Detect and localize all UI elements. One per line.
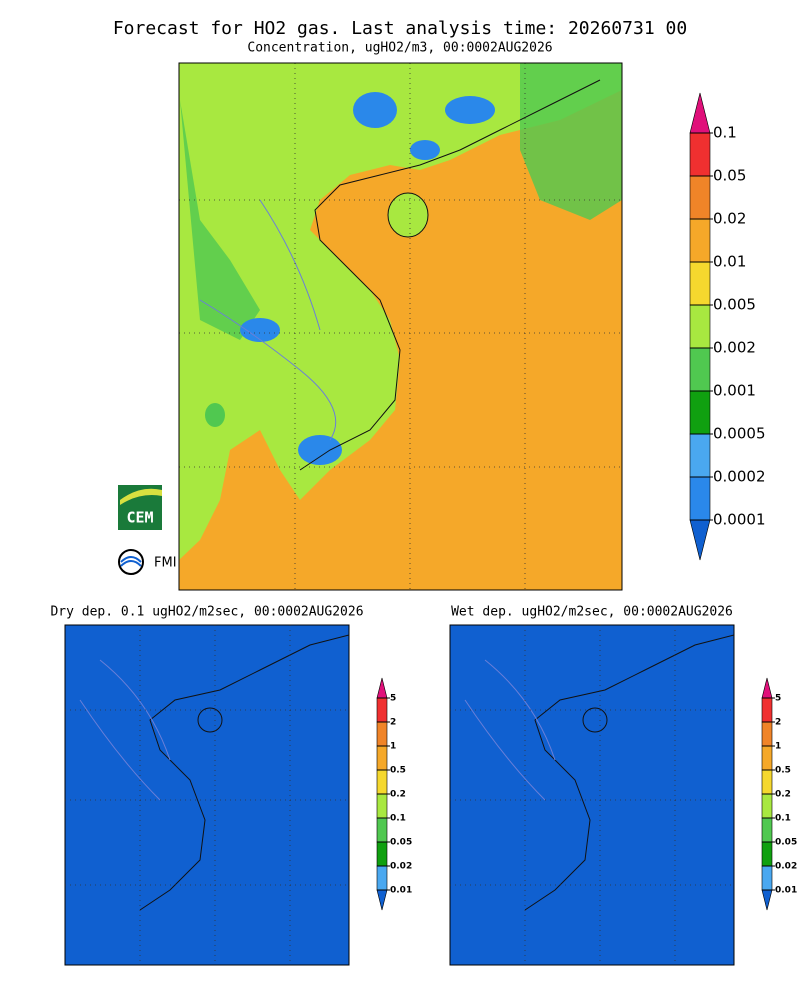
colorbar-label: 0.05 (713, 167, 746, 185)
colorbar-label: 0.002 (713, 339, 756, 357)
wet-map (449, 624, 735, 966)
colorbar-triangle (689, 92, 711, 134)
colorbar-segment (376, 817, 388, 843)
colorbar-triangle (761, 889, 773, 911)
logo-text: FMI (154, 556, 177, 571)
colorbar-segment (689, 261, 711, 306)
panel-title: Wet dep. ugHO2/m2sec, 00:0002AUG2026 (451, 605, 733, 620)
colorbar-segment (689, 390, 711, 435)
colorbar-triangle (376, 677, 388, 699)
colorbar-label: 0.05 (390, 838, 412, 848)
colorbar-label: 0.005 (713, 296, 756, 314)
colorbar-label: 0.1 (775, 814, 791, 824)
colorbar-label: 0.1 (390, 814, 406, 824)
colorbar-segment (761, 841, 773, 867)
colorbar-label: 0.5 (775, 766, 791, 776)
colorbar-label: 0.001 (713, 382, 756, 400)
colorbar-segment (689, 132, 711, 177)
colorbar-segment (761, 865, 773, 891)
colorbar-label: 0.02 (390, 862, 412, 872)
colorbar-label: 0.0002 (713, 468, 766, 486)
title: Forecast for HO2 gas. Last analysis time… (113, 18, 687, 39)
colorbar-label: 0.01 (713, 253, 746, 271)
colorbar-label: 0.01 (775, 886, 797, 896)
colorbar-label: 1 (775, 742, 781, 752)
colorbar-label: 0.5 (390, 766, 406, 776)
colorbar-label: 2 (775, 718, 781, 728)
colorbar-triangle (761, 677, 773, 699)
colorbar-segment (689, 218, 711, 263)
colorbar-segment (689, 304, 711, 349)
subtitle: Concentration, ugHO2/m3, 00:0002AUG2026 (247, 41, 552, 56)
colorbar-label: 0.02 (713, 210, 746, 228)
colorbar-segment (376, 745, 388, 771)
colorbar-segment (376, 769, 388, 795)
colorbar-label: 0.2 (390, 790, 406, 800)
colorbar-segment (761, 817, 773, 843)
colorbar-segment (376, 721, 388, 747)
colorbar-triangle (376, 889, 388, 911)
colorbar-label: 0.0001 (713, 511, 766, 529)
colorbar-segment (761, 793, 773, 819)
dry-map (64, 624, 350, 966)
colorbar-triangle (689, 519, 711, 561)
colorbar-label: 0.2 (775, 790, 791, 800)
colorbar-label: 5 (775, 694, 781, 704)
colorbar-segment (376, 865, 388, 891)
main-map (178, 62, 623, 591)
colorbar-segment (761, 721, 773, 747)
colorbar-label: 0.01 (390, 886, 412, 896)
colorbar-segment (761, 745, 773, 771)
colorbar-segment (689, 476, 711, 521)
colorbar-segment (689, 175, 711, 220)
colorbar-label: 1 (390, 742, 396, 752)
colorbar-label: 2 (390, 718, 396, 728)
colorbar-label: 0.05 (775, 838, 797, 848)
cem-logo: CEM (118, 485, 162, 530)
colorbar-segment (376, 841, 388, 867)
colorbar-label: 0.1 (713, 124, 737, 142)
colorbar-segment (689, 433, 711, 478)
colorbar-segment (376, 697, 388, 723)
colorbar-label: 5 (390, 694, 396, 704)
panel-title: Dry dep. 0.1 ugHO2/m2sec, 00:0002AUG2026 (50, 605, 363, 620)
colorbar-segment (376, 793, 388, 819)
fmi-logo: FMI (118, 549, 177, 575)
colorbar-label: 0.02 (775, 862, 797, 872)
logo-text: CEM (126, 509, 153, 527)
colorbar-segment (761, 769, 773, 795)
colorbar-segment (689, 347, 711, 392)
colorbar-segment (761, 697, 773, 723)
colorbar-label: 0.0005 (713, 425, 766, 443)
